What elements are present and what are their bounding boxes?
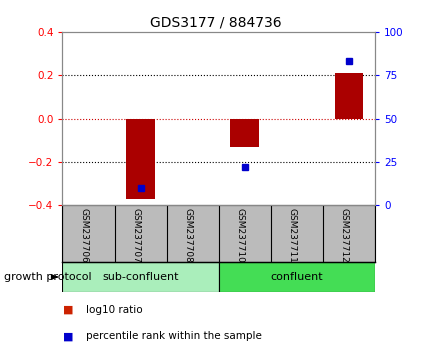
Text: GSM237712: GSM237712 bbox=[339, 208, 348, 263]
Bar bbox=[334, 73, 362, 119]
Text: GDS3177 / 884736: GDS3177 / 884736 bbox=[149, 16, 281, 30]
Text: GSM237706: GSM237706 bbox=[80, 208, 88, 263]
Text: ■: ■ bbox=[62, 305, 73, 315]
Bar bbox=[230, 119, 258, 147]
Bar bbox=[126, 119, 154, 199]
Text: sub-confluent: sub-confluent bbox=[102, 272, 178, 282]
Bar bbox=[62, 262, 218, 292]
Text: growth protocol: growth protocol bbox=[4, 272, 92, 282]
Bar bbox=[218, 262, 374, 292]
Text: percentile rank within the sample: percentile rank within the sample bbox=[86, 331, 261, 341]
Text: GSM237707: GSM237707 bbox=[131, 208, 140, 263]
Text: log10 ratio: log10 ratio bbox=[86, 305, 142, 315]
Text: GSM237711: GSM237711 bbox=[287, 208, 296, 263]
Text: GSM237710: GSM237710 bbox=[235, 208, 244, 263]
Text: confluent: confluent bbox=[270, 272, 322, 282]
Text: ■: ■ bbox=[62, 331, 73, 341]
Text: GSM237708: GSM237708 bbox=[183, 208, 192, 263]
